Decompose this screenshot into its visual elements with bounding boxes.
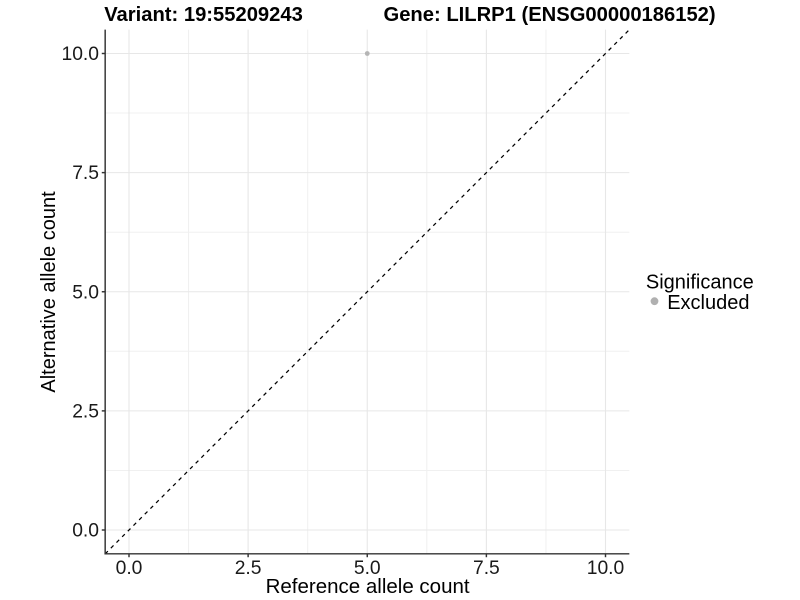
svg-text:5.0: 5.0 (354, 558, 381, 579)
svg-text:Alternative allele count: Alternative allele count (38, 191, 60, 393)
svg-text:10.0: 10.0 (587, 558, 625, 579)
svg-text:Significance: Significance (646, 272, 754, 294)
svg-text:10.0: 10.0 (61, 44, 99, 65)
svg-text:2.5: 2.5 (235, 558, 262, 579)
svg-text:Gene: LILRP1 (ENSG00000186152): Gene: LILRP1 (ENSG00000186152) (384, 4, 716, 26)
svg-text:0.0: 0.0 (116, 558, 143, 579)
svg-text:Variant: 19:55209243: Variant: 19:55209243 (104, 4, 303, 26)
svg-text:2.5: 2.5 (72, 401, 99, 422)
svg-text:0.0: 0.0 (72, 521, 99, 542)
svg-text:7.5: 7.5 (473, 558, 500, 579)
svg-text:7.5: 7.5 (72, 163, 99, 184)
svg-text:Reference allele count: Reference allele count (266, 575, 470, 598)
svg-text:Excluded: Excluded (667, 292, 749, 314)
svg-text:5.0: 5.0 (72, 282, 99, 303)
